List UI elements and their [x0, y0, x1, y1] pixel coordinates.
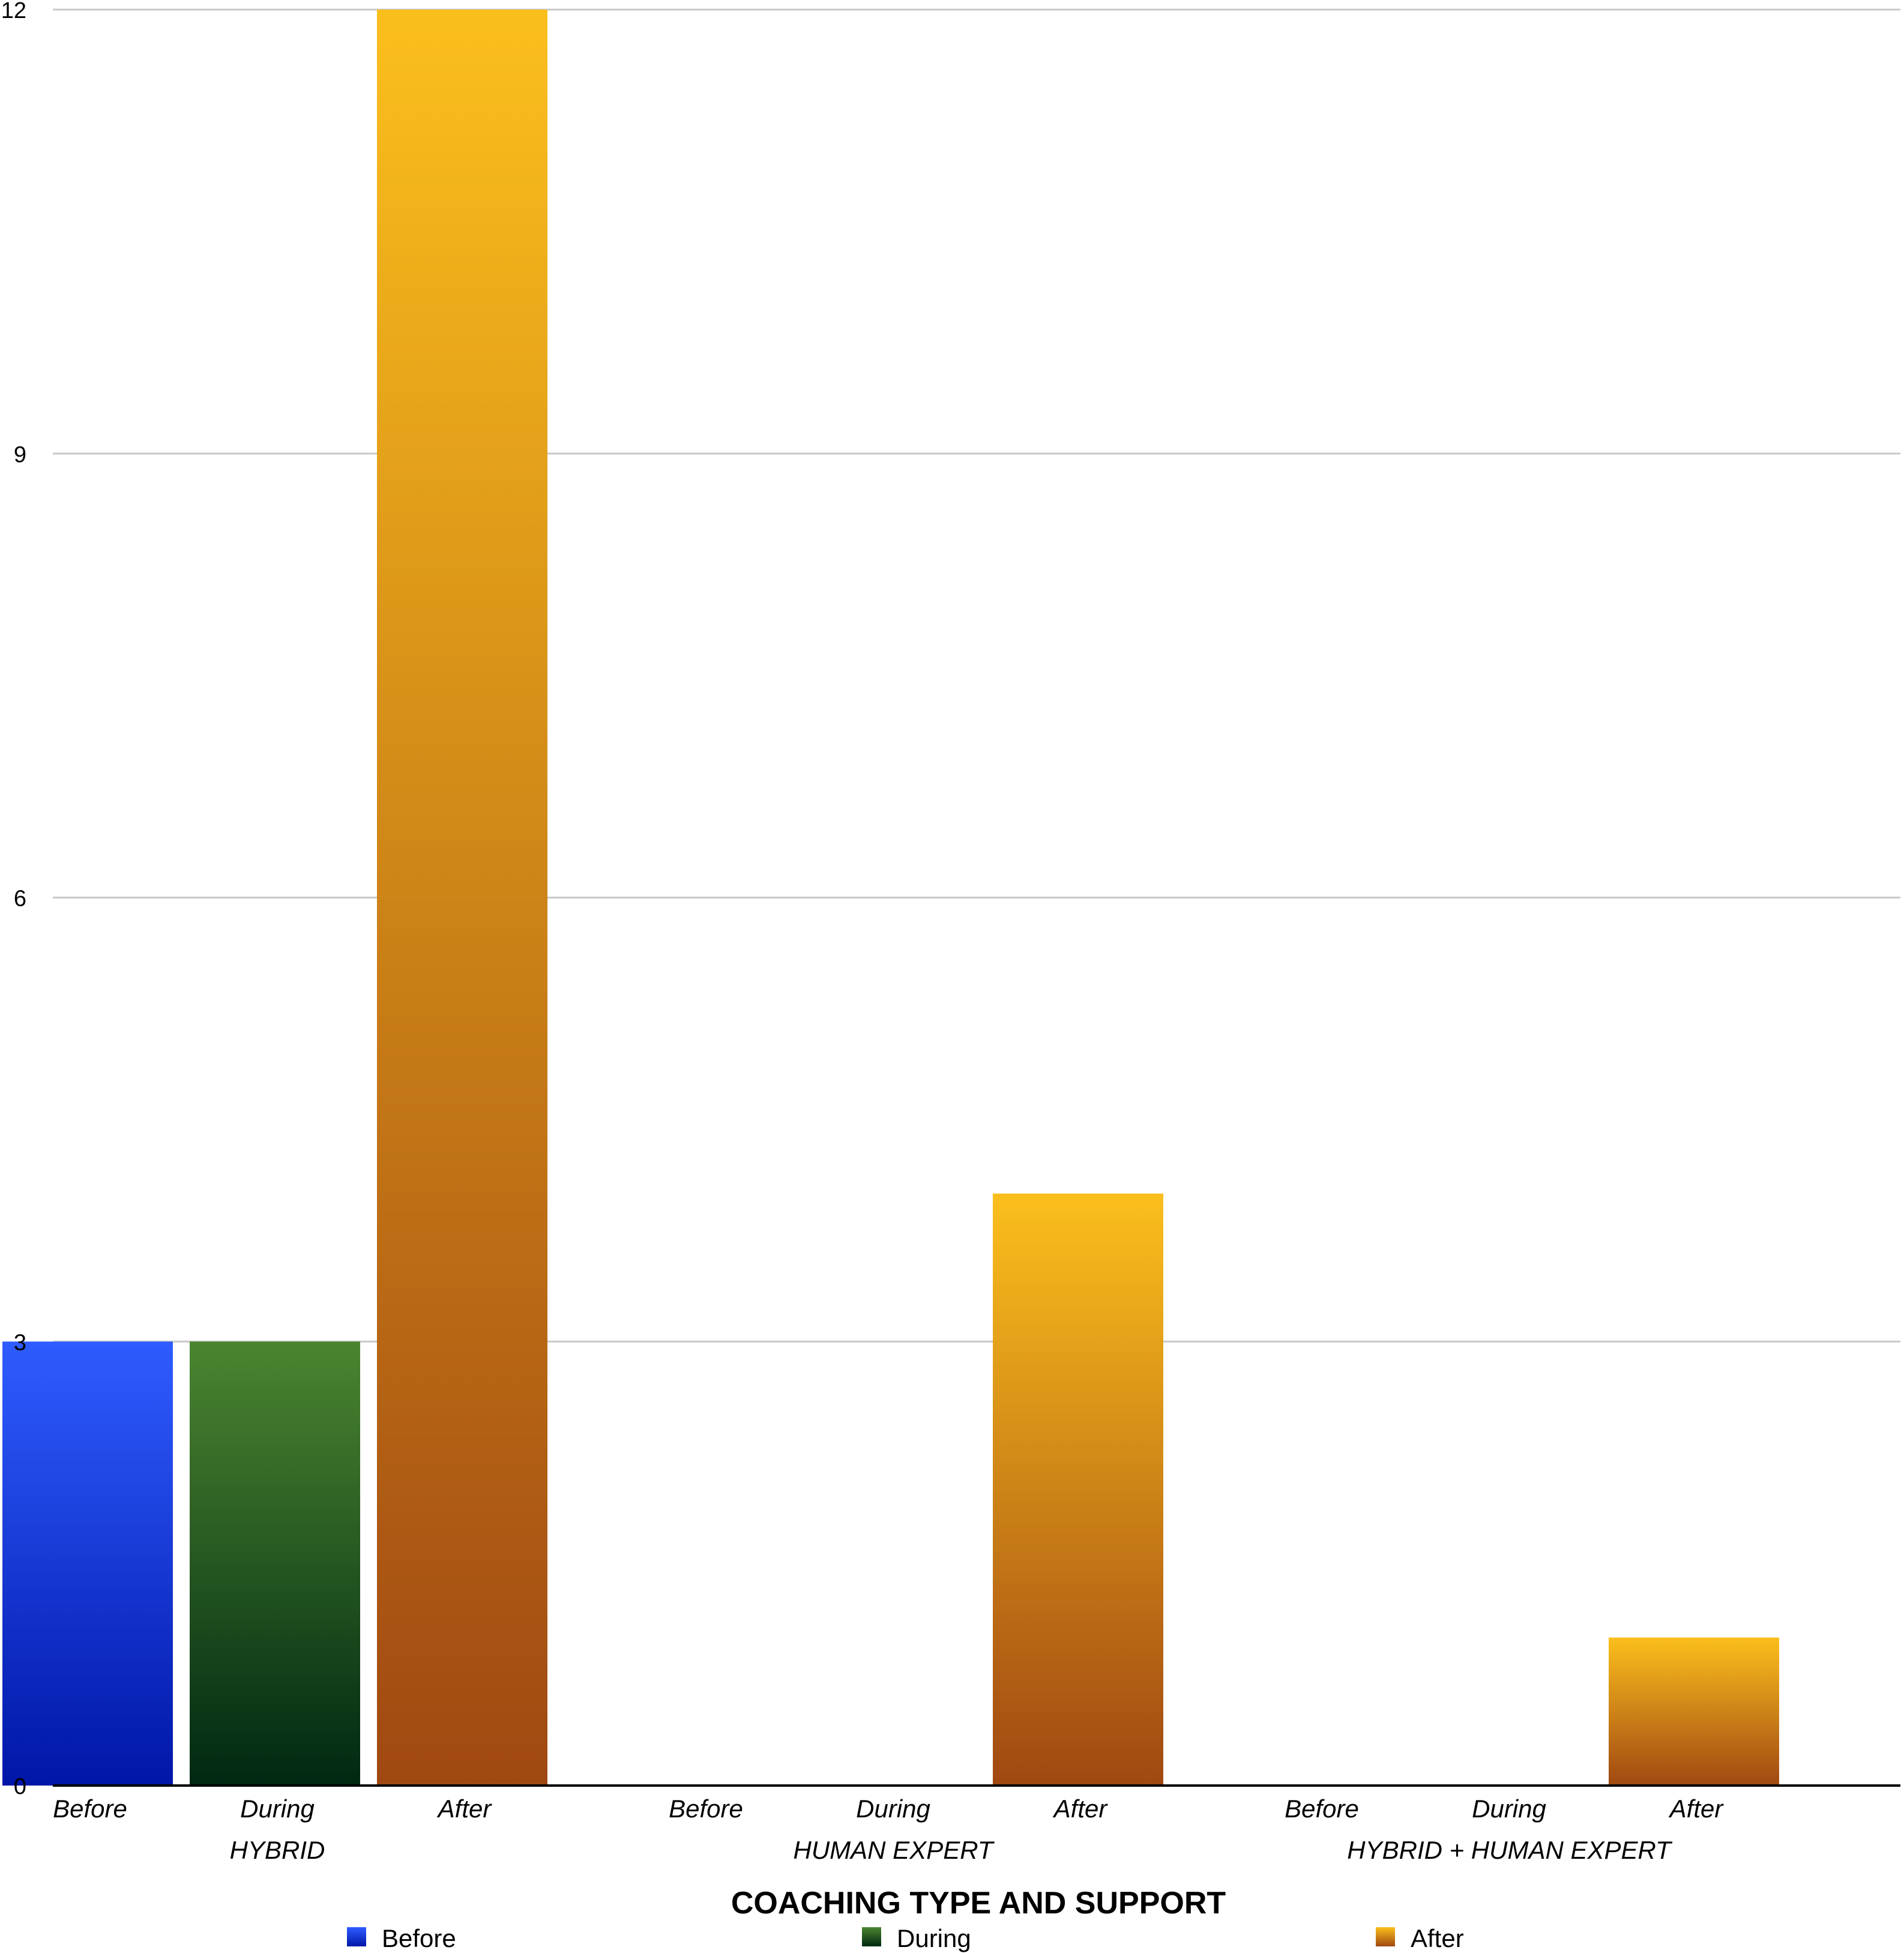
legend-label-after: After [1411, 1924, 1464, 1952]
x-tick-label: After [436, 1795, 493, 1823]
group-label: HUMAN EXPERT [794, 1836, 995, 1864]
labels: 0 3 6 9 12 Before During After HYBRID Before Durin… [1, 0, 1725, 1864]
group-label: HYBRID [230, 1836, 325, 1864]
x-tick-label: After [1052, 1795, 1109, 1823]
gridlines [53, 8, 1900, 1343]
y-tick-label: 6 [14, 886, 26, 912]
bar-after-0 [377, 10, 547, 1786]
legend-label-before: Before [382, 1924, 456, 1952]
legend-swatch-during [862, 1927, 881, 1946]
x-tick-label: During [240, 1795, 315, 1823]
y-tick-label: 3 [14, 1330, 26, 1355]
y-tick-label: 12 [1, 0, 26, 23]
x-tick-label: During [856, 1795, 930, 1823]
x-tick-label: After [1668, 1795, 1725, 1823]
x-tick-label: Before [669, 1795, 743, 1823]
legend-label-during: During [897, 1924, 971, 1952]
x-axis-title: COACHING TYPE AND SUPPORT [731, 1886, 1226, 1921]
y-tick-label: 0 [14, 1774, 26, 1799]
bar-after-2 [1609, 1637, 1779, 1786]
bar-after-1 [993, 1193, 1163, 1786]
legend-swatch-before [347, 1927, 366, 1946]
legend: Before During After [347, 1924, 1464, 1952]
x-tick-label: During [1472, 1795, 1546, 1823]
bar-during-0 [190, 1341, 360, 1786]
bars [2, 10, 1779, 1786]
bar-before-0 [2, 1341, 173, 1786]
y-tick-label: 9 [14, 442, 26, 468]
x-tick-label: Before [1285, 1795, 1359, 1823]
group-label: HYBRID + HUMAN EXPERT [1347, 1836, 1673, 1864]
x-tick-label: Before [53, 1795, 127, 1823]
legend-swatch-after [1376, 1927, 1395, 1946]
